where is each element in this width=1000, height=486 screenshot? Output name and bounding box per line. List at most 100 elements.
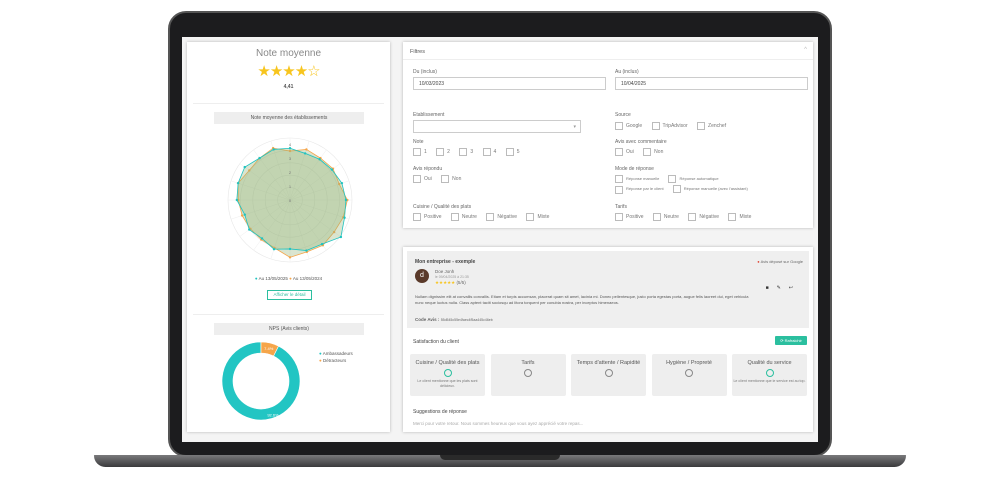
note-3[interactable]: 3 <box>459 148 474 156</box>
comment-label: Avis avec commentaire <box>615 139 667 145</box>
cuisine-positive[interactable]: Positive <box>413 213 442 221</box>
radar-spoke <box>239 199 291 237</box>
replied-oui[interactable]: Oui <box>413 175 432 183</box>
edit-icon[interactable]: ✎ <box>776 285 789 291</box>
chat-icon[interactable]: ■ <box>765 285 777 291</box>
radar-point <box>243 213 246 216</box>
checkbox-label: Neutre <box>663 214 679 221</box>
satisfaction-tile: Qualité du service Le client mentionne qu… <box>732 354 807 396</box>
star-filled-icon: ★ <box>294 63 308 80</box>
checkbox-label: Négative <box>497 214 518 221</box>
note-label: Note <box>413 139 424 145</box>
tarifs-positive[interactable]: Positive <box>615 213 644 221</box>
radar-spoke <box>289 199 341 237</box>
review-score: (5/5) <box>456 280 466 285</box>
checkbox-label: Positive <box>424 214 442 221</box>
cuisine-negative[interactable]: Négative <box>486 213 518 221</box>
comment-checkboxes: Oui Non <box>615 148 671 156</box>
radar-spoke <box>253 199 291 251</box>
cuisine-checkboxes: Positive Neutre Négative Mixte <box>413 213 557 221</box>
radar-tick-label: 2 <box>289 170 292 175</box>
tarifs-label: Tarifs <box>615 204 627 210</box>
refresh-label: Rafraichir <box>784 338 802 343</box>
review-code: Code Avis : 55d545c55e4faec4f5aa445c46eb <box>415 317 493 322</box>
review-box <box>407 251 809 328</box>
radar-point <box>332 230 336 234</box>
nps-legend: ● Ambassadeurs ● Détracteurs <box>319 351 353 363</box>
checkbox-label: TripAdvisor <box>662 123 688 130</box>
laptop-notch <box>440 455 560 460</box>
legend-ambassadeurs: Ambassadeurs <box>322 351 353 356</box>
divider <box>193 103 384 104</box>
checkbox-label: 2 <box>447 149 450 156</box>
show-detail-button[interactable]: Afficher le détail <box>267 290 312 300</box>
donut-slice <box>260 341 279 357</box>
cuisine-mixed[interactable]: Mixte <box>526 213 549 221</box>
tile-title: Tarifs <box>521 360 535 366</box>
replied-non[interactable]: Non <box>441 175 462 183</box>
from-date-input[interactable]: 10/03/2023 <box>413 77 606 90</box>
checkbox-label: Réponse manuelle <box>626 176 660 182</box>
star-empty-icon: ☆ <box>307 63 320 80</box>
tarifs-mixed[interactable]: Mixte <box>728 213 752 221</box>
source-tripadvisor[interactable]: TripAdvisor <box>651 122 688 130</box>
divider <box>403 59 813 60</box>
radar-point <box>340 181 344 185</box>
comment-oui[interactable]: Oui <box>615 148 634 156</box>
checkbox-label: Mixte <box>739 214 752 221</box>
tarifs-negative[interactable]: Négative <box>688 213 719 221</box>
reply-icon[interactable]: ↩ <box>788 285 801 291</box>
radar-series-area <box>236 147 347 251</box>
etab-select[interactable]: ▾ <box>413 120 581 133</box>
tile-note: Le client mentionne que le service est a… <box>733 379 806 383</box>
donut-slice <box>221 341 301 421</box>
mode-checkboxes: Réponse manuelle Réponse automatique Rép… <box>615 175 756 194</box>
satisfaction-tile: Cuisine / Qualité des plats Le client men… <box>410 354 485 396</box>
to-label: Au (inclus) <box>615 69 639 75</box>
note-5[interactable]: 5 <box>505 148 520 156</box>
refresh-button[interactable]: ⟳ Rafraichir <box>775 336 807 345</box>
filters-title[interactable]: Filtres <box>410 49 425 55</box>
radar-point <box>243 165 246 169</box>
checkbox-label: 1 <box>424 149 427 156</box>
source-google[interactable]: Google <box>615 122 643 130</box>
radar-point <box>240 214 244 217</box>
checkbox-label: Google <box>626 123 643 130</box>
mode-assistant[interactable]: Réponse manuelle (avec l'assistant) <box>672 184 748 193</box>
checkbox-label: 3 <box>470 149 474 156</box>
tile-title: Hygiène / Propreté <box>666 360 712 366</box>
radar-point <box>305 249 308 252</box>
review-card: Mon entreprise - exemple ● Avis déposé s… <box>403 247 813 432</box>
note-2[interactable]: 2 <box>436 148 450 156</box>
replied-checkboxes: Oui Non <box>413 175 469 183</box>
from-label: Du (inclus) <box>413 69 437 75</box>
mode-manual[interactable]: Réponse manuelle <box>615 175 660 183</box>
source-zenchef[interactable]: Zenchef <box>697 122 726 130</box>
radar-spoke <box>230 180 291 201</box>
mode-auto[interactable]: Réponse automatique <box>668 175 719 183</box>
star-filled-icon: ★ <box>269 63 283 80</box>
checkbox-label: Non <box>452 176 462 183</box>
radar-point <box>338 182 341 186</box>
radar-point <box>320 242 324 246</box>
suggest-text[interactable]: Merci pour votre retour. Nous sommes heu… <box>413 421 584 426</box>
review-actions: ■✎↩ <box>766 285 801 291</box>
checkbox-label: 5 <box>516 149 520 156</box>
to-date-input[interactable]: 10/04/2025 <box>615 77 808 90</box>
mode-client[interactable]: Réponse par le client <box>615 186 664 194</box>
radar-title: Note moyenne des établissements <box>214 112 364 124</box>
author-name: Doe Jonh <box>435 269 455 274</box>
source-label: Source <box>615 112 631 118</box>
collapse-chevron-icon[interactable]: ^ <box>804 47 807 53</box>
note-1[interactable]: 1 <box>413 148 427 156</box>
tarifs-neutral[interactable]: Neutre <box>652 213 679 221</box>
cuisine-neutral[interactable]: Neutre <box>450 213 477 221</box>
radar-legend: ● Au 13/05/2025 ● Au 13/05/2024 <box>254 276 323 281</box>
note-4[interactable]: 4 <box>482 148 496 156</box>
star-filled-icon: ★ <box>282 63 295 80</box>
comment-non[interactable]: Non <box>643 148 663 156</box>
radar-spoke <box>289 199 310 260</box>
radar-tick-label: 4 <box>289 142 292 147</box>
neutral-face-icon <box>604 369 613 377</box>
legend-2025: Au 13/05/2025 <box>258 276 288 281</box>
